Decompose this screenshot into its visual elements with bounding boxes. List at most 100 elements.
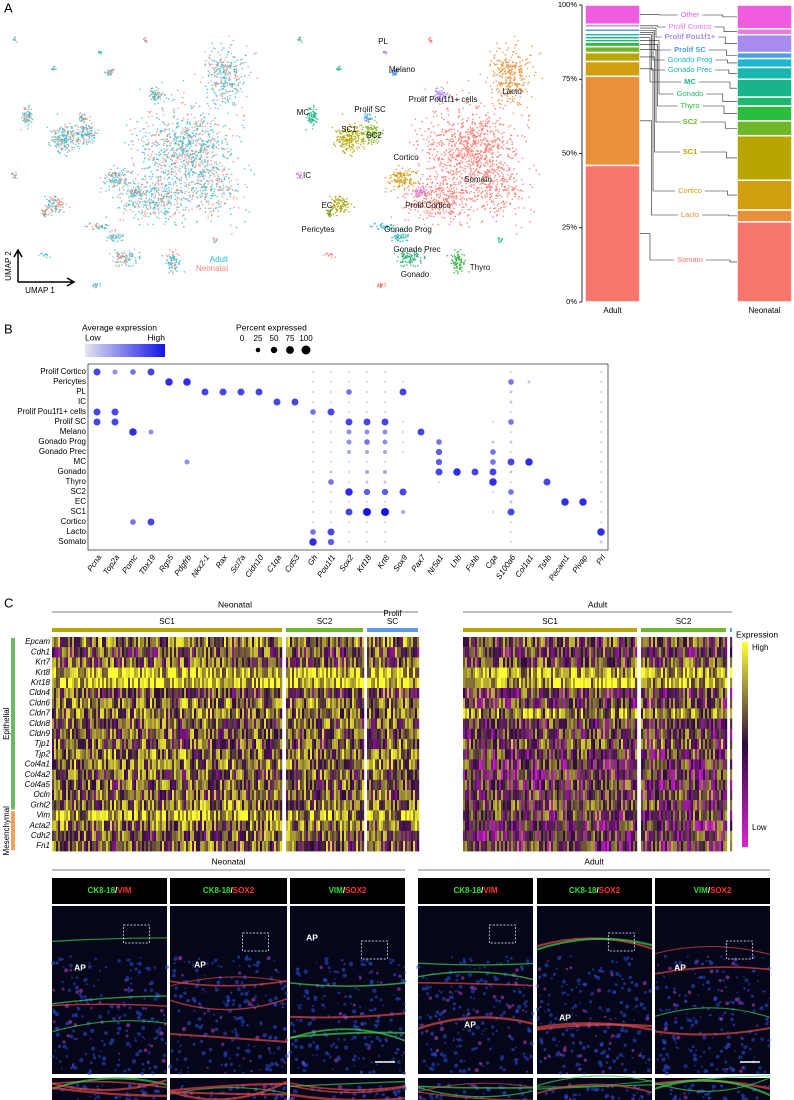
umap-point xyxy=(425,198,428,200)
umap-point xyxy=(467,137,470,139)
umap-point xyxy=(167,186,170,189)
umap-point xyxy=(233,68,235,71)
umap-point xyxy=(83,120,85,123)
umap-point xyxy=(218,89,220,91)
umap-point xyxy=(114,171,116,174)
umap-point xyxy=(211,42,213,44)
umap-point xyxy=(438,196,440,199)
umap-point xyxy=(162,201,164,203)
umap-point xyxy=(424,130,427,132)
umap-point xyxy=(214,207,217,210)
umap-point xyxy=(354,122,356,125)
umap-point xyxy=(181,141,183,143)
umap-point xyxy=(218,131,220,134)
umap-point xyxy=(479,135,482,138)
umap-point xyxy=(107,224,110,227)
umap-point xyxy=(111,260,114,262)
umap-point xyxy=(445,138,448,141)
umap-point xyxy=(196,205,199,207)
umap-point xyxy=(480,192,482,195)
umap-point xyxy=(135,188,138,191)
umap-point xyxy=(168,176,171,179)
umap-point xyxy=(171,159,174,162)
umap-point xyxy=(485,120,487,122)
umap-point xyxy=(159,96,161,98)
umap-point xyxy=(57,150,59,152)
umap-point xyxy=(255,51,257,54)
umap-point xyxy=(191,195,194,198)
umap-point xyxy=(459,175,461,177)
umap-point xyxy=(170,266,173,269)
umap-point xyxy=(149,190,152,192)
umap-point xyxy=(505,178,508,181)
umap-point xyxy=(492,151,494,154)
umap-point xyxy=(223,191,225,194)
umap-point xyxy=(233,70,236,72)
umap-point xyxy=(528,114,531,116)
umap-point xyxy=(434,212,437,214)
umap-point xyxy=(168,202,171,205)
umap-point xyxy=(440,89,443,92)
umap-point xyxy=(86,143,88,146)
umap-point xyxy=(180,131,182,134)
umap-point xyxy=(501,136,504,138)
umap-point xyxy=(220,72,222,75)
umap-point xyxy=(147,138,149,141)
umap-point xyxy=(65,139,68,142)
umap-point xyxy=(342,135,344,137)
umap-point xyxy=(456,159,459,162)
umap-point xyxy=(498,169,501,172)
umap-point xyxy=(492,200,495,203)
umap-point xyxy=(120,252,123,254)
umap-point xyxy=(157,133,160,136)
umap-point xyxy=(333,141,335,144)
umap-point xyxy=(161,81,164,84)
umap-point xyxy=(117,240,119,242)
umap-point xyxy=(488,117,491,119)
umap-point xyxy=(152,212,155,214)
umap-point xyxy=(174,248,177,251)
umap-point xyxy=(56,129,58,132)
umap-point xyxy=(491,164,493,167)
umap-point xyxy=(199,81,202,83)
umap-point xyxy=(483,105,486,108)
umap-point xyxy=(212,143,215,145)
umap-point xyxy=(57,199,60,201)
umap-point xyxy=(227,112,229,114)
umap-point xyxy=(183,214,185,216)
umap-point xyxy=(142,178,145,180)
umap-point xyxy=(235,92,237,95)
umap-point xyxy=(197,174,200,176)
umap-point xyxy=(130,192,133,195)
umap-point xyxy=(141,211,144,214)
umap-point xyxy=(507,76,509,78)
umap-point xyxy=(507,153,509,156)
umap-point xyxy=(194,143,197,146)
umap-point xyxy=(189,169,192,172)
umap-point xyxy=(502,65,505,67)
umap-point xyxy=(173,149,175,152)
umap-point xyxy=(428,215,430,217)
umap-point xyxy=(121,235,123,237)
umap-point xyxy=(184,133,186,136)
umap-point xyxy=(432,154,434,156)
umap-point xyxy=(430,189,432,192)
umap-point xyxy=(414,194,417,197)
umap-point xyxy=(137,187,140,190)
umap-point xyxy=(216,83,218,85)
umap-point xyxy=(498,60,501,62)
umap-point xyxy=(74,125,76,127)
umap-point xyxy=(131,139,134,142)
umap-point xyxy=(177,136,179,138)
umap-point xyxy=(160,131,163,133)
umap-point xyxy=(480,172,483,175)
umap-point xyxy=(514,192,516,194)
umap-point xyxy=(84,225,87,227)
umap-point xyxy=(181,222,184,224)
umap-point xyxy=(497,173,500,176)
umap-point xyxy=(193,166,196,169)
umap-point xyxy=(508,156,511,158)
umap-point xyxy=(240,62,243,65)
umap-point xyxy=(226,143,228,146)
umap-point xyxy=(213,237,215,239)
